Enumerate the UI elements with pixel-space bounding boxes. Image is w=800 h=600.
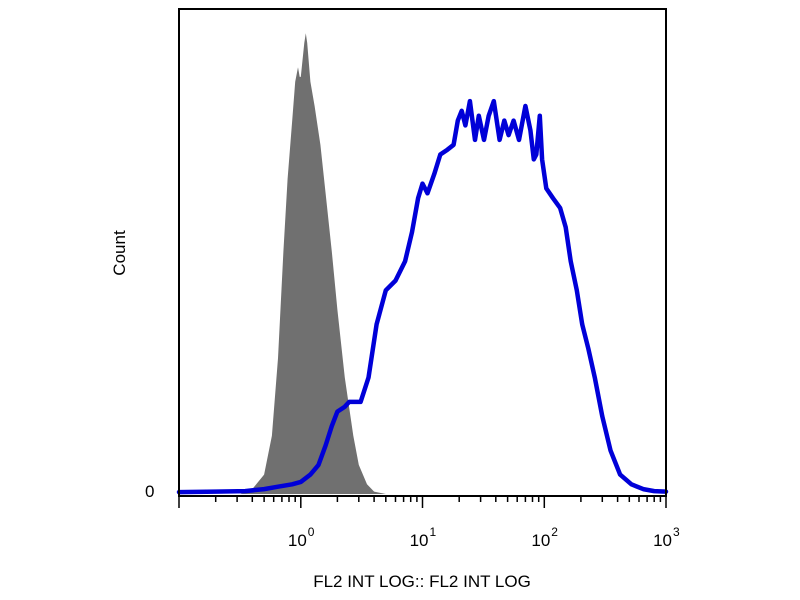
y-axis-label: Count (110, 230, 129, 276)
plot-marks (176, 33, 669, 495)
plot-frame (178, 8, 667, 497)
control-histogram-area (240, 33, 386, 495)
x-tick-label: 10 (410, 531, 429, 550)
x-tick-label: 10 (531, 531, 550, 550)
y-tick-label-zero: 0 (145, 482, 154, 501)
x-tick-exponent: 1 (430, 525, 437, 539)
x-tick-exponent: 2 (551, 525, 558, 539)
x-axis-ticks: 10 0 10 1 10 2 10 3 (178, 496, 680, 550)
x-tick-label: 10 (288, 531, 307, 550)
x-tick-exponent: 3 (673, 525, 680, 539)
sample-histogram-line (176, 98, 669, 495)
x-tick-exponent: 0 (308, 525, 315, 539)
x-axis-label: FL2 INT LOG:: FL2 INT LOG (313, 572, 531, 591)
x-tick-label: 10 (653, 531, 672, 550)
